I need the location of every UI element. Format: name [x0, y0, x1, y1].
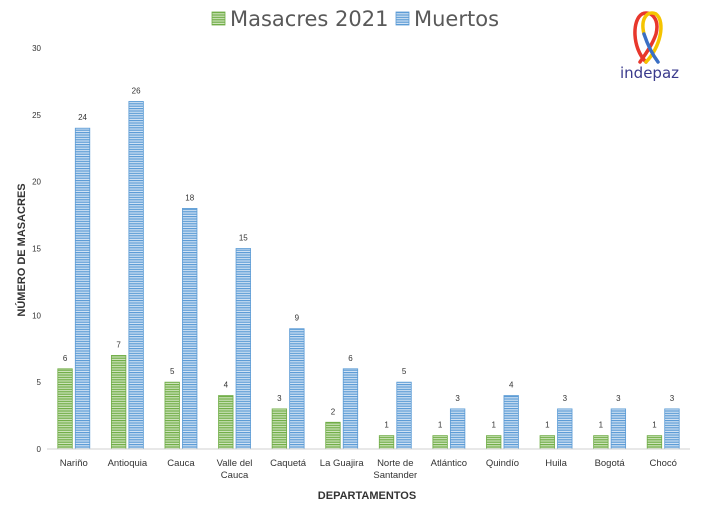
category-label-8: Quindío [486, 458, 519, 469]
bars [57, 101, 680, 450]
category-label-4: Caquetá [270, 458, 307, 469]
y-tick-label: 10 [32, 311, 41, 320]
y-tick-label: 5 [37, 378, 42, 387]
data-label-muertos-0: 24 [78, 113, 87, 122]
data-label-masacres-4: 3 [277, 394, 282, 403]
bar-muertos-11 [664, 408, 680, 450]
bar-masacres-8 [486, 435, 502, 450]
category-label-3: Valle del [217, 458, 253, 469]
category-label-2: Cauca [167, 458, 195, 469]
category-label-1: Antioquia [108, 458, 148, 469]
x-axis-categories: Nariño Antioquia Cauca Valle delCaucaCaquet… [60, 458, 677, 481]
y-tick-label: 25 [32, 111, 41, 120]
data-label-masacres-2: 5 [170, 367, 175, 376]
category-label-5: La Guajira [320, 458, 365, 469]
data-label-muertos-7: 3 [455, 394, 460, 403]
data-label-muertos-1: 26 [132, 86, 141, 95]
bar-muertos-4 [289, 328, 305, 450]
data-label-muertos-2: 18 [185, 193, 194, 202]
bar-masacres-5 [325, 421, 341, 450]
bar-muertos-9 [557, 408, 573, 450]
bar-muertos-0 [74, 127, 91, 450]
bar-muertos-8 [503, 395, 519, 450]
category-label-0: Nariño [60, 458, 88, 469]
data-label-muertos-10: 3 [616, 394, 621, 403]
bar-masacres-1 [110, 355, 127, 450]
legend-swatch-muertos [395, 11, 410, 26]
bar-masacres-3 [218, 395, 234, 450]
category-label-3: Cauca [221, 470, 249, 481]
category-label-7: Atlántico [431, 458, 467, 469]
data-label-muertos-9: 3 [563, 394, 568, 403]
data-label-muertos-4: 9 [295, 314, 300, 323]
data-label-muertos-5: 6 [348, 354, 353, 363]
bar-masacres-10 [593, 435, 609, 450]
bar-muertos-1 [128, 101, 144, 450]
legend: Masacres 2021 Muertos [211, 7, 499, 31]
data-label-muertos-3: 15 [239, 234, 248, 243]
category-label-9: Huila [545, 458, 567, 469]
bar-muertos-3 [235, 248, 251, 450]
legend-swatch-masacres [211, 11, 226, 26]
x-axis-title: DEPARTAMENTOS [318, 490, 416, 502]
data-label-muertos-6: 5 [402, 367, 407, 376]
data-label-masacres-3: 4 [224, 381, 229, 390]
category-label-6: Santander [373, 470, 417, 481]
data-label-masacres-6: 1 [384, 421, 389, 430]
bar-masacres-4 [271, 408, 288, 450]
bar-muertos-5 [342, 368, 359, 450]
category-label-11: Chocó [649, 458, 676, 469]
category-label-10: Bogotá [595, 458, 626, 469]
bar-masacres-9 [539, 435, 555, 450]
y-tick-label: 20 [32, 178, 41, 187]
data-label-masacres-10: 1 [599, 421, 604, 430]
y-axis-title: NÚMERO DE MASACRES [15, 183, 28, 316]
bar-masacres-6 [378, 435, 395, 450]
bar-muertos-10 [610, 408, 627, 450]
y-axis-ticks: 0 5 10 15 20 25 30 [32, 44, 41, 454]
indepaz-logo: indepaz [620, 11, 679, 82]
bar-muertos-6 [396, 381, 412, 450]
y-tick-label: 30 [32, 44, 41, 53]
bar-masacres-0 [57, 368, 73, 450]
bar-muertos-7 [449, 408, 466, 450]
y-tick-label: 15 [32, 245, 41, 254]
logo-text: indepaz [620, 64, 679, 82]
data-label-masacres-7: 1 [438, 421, 443, 430]
legend-label-masacres: Masacres 2021 [230, 7, 389, 31]
y-tick-label: 0 [37, 445, 42, 454]
data-label-masacres-11: 1 [652, 421, 657, 430]
bar-muertos-2 [182, 207, 198, 450]
legend-label-muertos: Muertos [414, 7, 499, 31]
data-label-masacres-8: 1 [491, 421, 496, 430]
ribbon-icon [633, 11, 663, 64]
data-label-masacres-1: 7 [116, 340, 121, 349]
category-label-6: Norte de [377, 458, 413, 469]
bar-masacres-7 [432, 435, 448, 450]
data-label-muertos-11: 3 [670, 394, 675, 403]
data-label-muertos-8: 4 [509, 381, 514, 390]
data-label-masacres-9: 1 [545, 421, 550, 430]
bar-masacres-2 [164, 381, 180, 450]
data-label-masacres-5: 2 [331, 407, 336, 416]
bar-masacres-11 [646, 435, 663, 450]
data-label-masacres-0: 6 [63, 354, 68, 363]
